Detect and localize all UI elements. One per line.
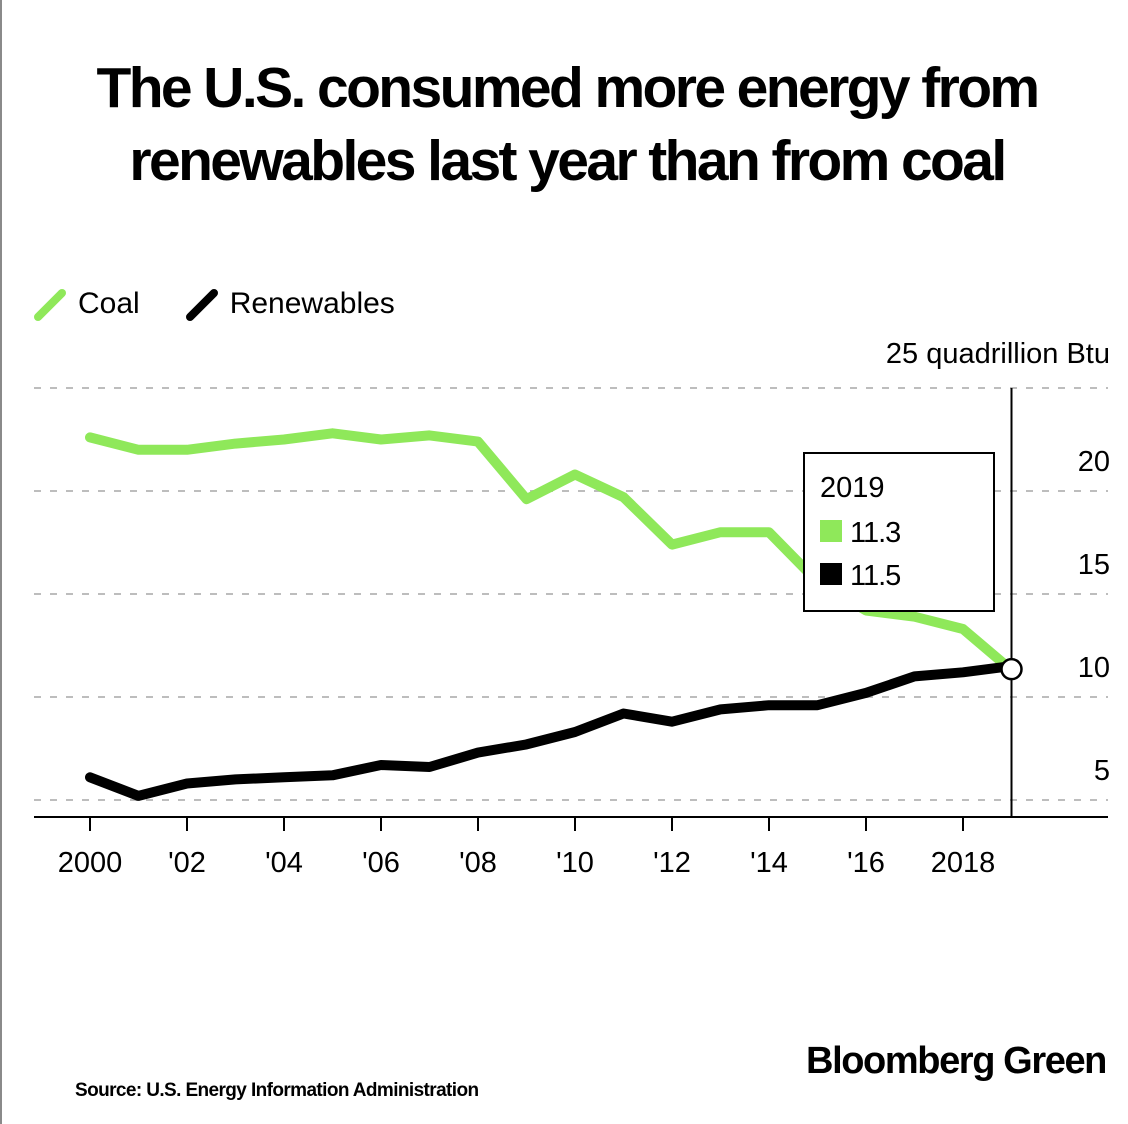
chart-title: The U.S. consumed more energy from renew…: [22, 52, 1112, 198]
brand-logo: Bloomberg Green: [806, 1040, 1107, 1082]
x-tick-label: '14: [750, 847, 788, 879]
coal-legend-swatch-icon: [34, 289, 66, 321]
page-left-border: [0, 0, 2, 1124]
gridlines: [34, 387, 1108, 801]
callout-year: 2019: [820, 472, 885, 504]
renewables-legend-swatch-icon: [185, 289, 218, 321]
callout-renewables-swatch: [820, 563, 842, 585]
x-tick-label: '02: [168, 847, 206, 879]
legend-item-renewables: Renewables: [185, 287, 395, 321]
callout-coal-value: 11.3: [850, 517, 900, 549]
source-note: Source: U.S. Energy Information Administ…: [75, 1080, 479, 1101]
y-tick-label: 5: [1094, 755, 1110, 787]
x-tick-label: '12: [653, 847, 691, 879]
x-tick-label: 2018: [931, 847, 996, 879]
x-tick-label: '10: [556, 847, 594, 879]
axes: 5 10 15 20 2000 '02 '04 '06 '08 '10 '12 '14 '16 2018: [34, 388, 1110, 879]
y-tick-label: 10: [1078, 652, 1110, 684]
x-tick-label: '06: [362, 847, 400, 879]
callout-renewables-value: 11.5: [850, 560, 900, 592]
y-tick-label: 15: [1078, 549, 1110, 581]
x-tick-label: '04: [265, 847, 303, 879]
chart-legend: Coal Renewables: [34, 282, 441, 326]
end-point-marker: [1000, 657, 1023, 681]
chart-title-line-1: The U.S. consumed more energy from: [96, 56, 1041, 120]
x-tick-label: 2000: [58, 847, 123, 879]
x-tick-label: '16: [847, 847, 885, 879]
y-axis-unit-label: 25 quadrillion Btu: [885, 338, 1110, 370]
legend-label-renewables: Renewables: [229, 287, 395, 320]
chart-title-line-2: renewables last year than from coal: [129, 129, 1007, 193]
x-tick-label: '08: [459, 847, 497, 879]
legend-item-coal: Coal: [34, 287, 140, 321]
value-callout: 2019 11.3 11.5: [803, 452, 995, 612]
series-line-renewables: [85, 661, 1017, 801]
y-tick-label: 20: [1078, 446, 1110, 478]
callout-coal-swatch: [820, 520, 842, 542]
legend-label-coal: Coal: [78, 287, 140, 320]
